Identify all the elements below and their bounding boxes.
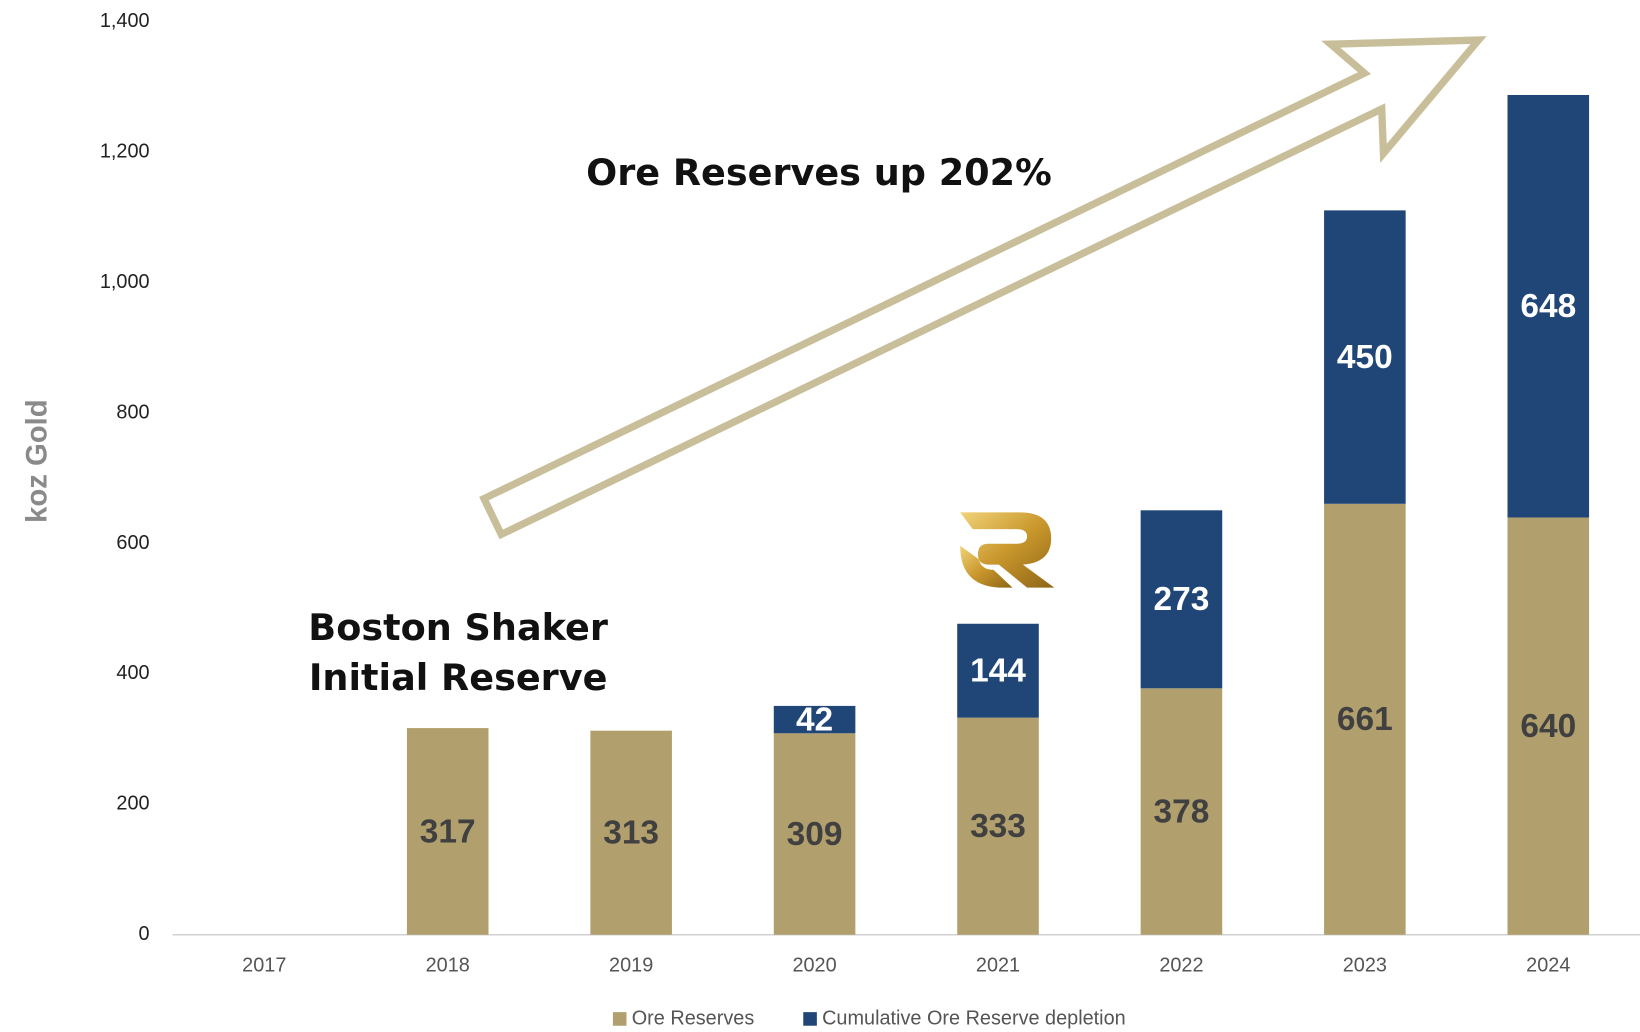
bar-segment (773, 705, 856, 734)
bar-segment (1507, 94, 1590, 518)
data-label: 333 (970, 808, 1026, 845)
x-tick-label: 2021 (976, 954, 1020, 976)
data-label: 144 (970, 653, 1026, 690)
annotation: Boston Shaker (308, 606, 608, 649)
bar-segment (957, 717, 1039, 935)
legend-swatch (803, 1012, 817, 1026)
x-tick-label: 2017 (242, 954, 286, 976)
bar-segment (957, 623, 1039, 718)
bar-segment (773, 733, 856, 935)
y-tick-label: 600 (116, 532, 149, 554)
x-tick-label: 2018 (426, 954, 470, 976)
x-tick-label: 2019 (609, 954, 653, 976)
data-label: 317 (420, 813, 476, 850)
bar-segment (590, 730, 672, 935)
annotation: Initial Reserve (309, 656, 608, 699)
y-tick-label: 400 (116, 662, 149, 684)
data-label: 273 (1154, 581, 1210, 618)
annotation: Ore Reserves up 202% (586, 151, 1052, 194)
bar-segment (1324, 503, 1406, 935)
bar-segment (1140, 688, 1223, 935)
y-tick-label: 1,200 (100, 141, 150, 163)
y-tick-label: 1,000 (100, 271, 150, 293)
bar-segment (1324, 210, 1406, 504)
data-label: 640 (1520, 708, 1576, 745)
data-label: 661 (1337, 701, 1393, 738)
legend-label: Ore Reserves (632, 1008, 755, 1030)
legend-label: Cumulative Ore Reserve depletion (822, 1008, 1126, 1030)
x-tick-label: 2022 (1159, 954, 1203, 976)
y-tick-label: 1,400 (100, 10, 150, 32)
data-label: 313 (603, 815, 659, 852)
data-label: 309 (787, 816, 843, 853)
data-label: 450 (1337, 339, 1393, 376)
x-tick-label: 2020 (792, 954, 836, 976)
logo (960, 512, 1055, 588)
y-tick-label: 800 (116, 401, 149, 423)
x-tick-label: 2023 (1343, 954, 1387, 976)
x-tick-label: 2024 (1526, 954, 1570, 976)
legend-swatch (612, 1012, 627, 1026)
data-label: 42 (796, 702, 833, 739)
bar-segment (1507, 517, 1590, 935)
data-label: 378 (1154, 793, 1210, 830)
bar-segment (406, 728, 489, 935)
bar-segment (1140, 510, 1223, 689)
y-tick-label: 0 (139, 923, 150, 945)
arrow (479, 36, 1487, 540)
data-label: 648 (1520, 288, 1576, 325)
y-axis-label: koz Gold (20, 399, 53, 523)
y-tick-label: 200 (116, 793, 149, 815)
